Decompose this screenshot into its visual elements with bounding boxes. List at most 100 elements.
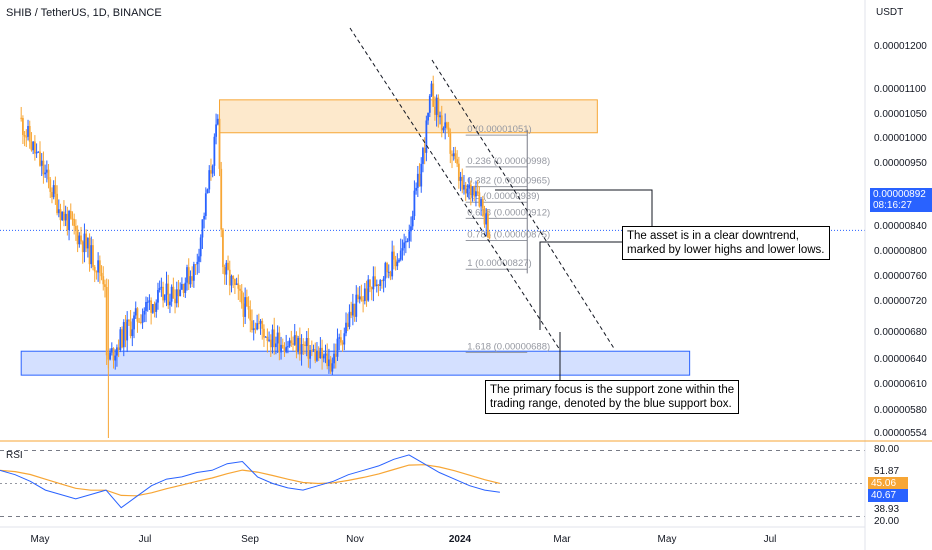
rsi-tick-label: 20.00	[874, 516, 899, 527]
candle-body	[206, 189, 209, 194]
candle-body	[427, 112, 429, 121]
candle-body	[109, 352, 111, 360]
candle-body	[476, 191, 479, 193]
candle-body	[281, 344, 284, 349]
candle-body	[341, 342, 344, 345]
candle-body	[117, 347, 120, 350]
chart-title: SHIB / TetherUS, 1D, BINANCE	[6, 7, 162, 19]
candle-body	[95, 271, 98, 273]
candle-body	[331, 363, 334, 372]
candle-body	[102, 276, 105, 285]
candle-body	[204, 193, 207, 216]
candle-body	[81, 241, 84, 253]
fib-level-label: 0.5 (0.00000939)	[467, 191, 539, 202]
candle-body	[40, 160, 43, 166]
candle-body	[42, 160, 45, 175]
fib-level-label: 0.618 (0.00000912)	[467, 207, 550, 218]
candle-body	[480, 199, 482, 207]
y-tick-label: 0.00001200	[874, 41, 927, 52]
candle-body	[192, 264, 195, 281]
candle-body	[307, 338, 310, 359]
candle-body	[379, 280, 382, 286]
candle-body	[136, 308, 139, 322]
candle-body	[245, 297, 248, 307]
downtrend-callout-line-2: marked by lower highs and lower lows.	[627, 244, 825, 256]
candle-body	[461, 176, 464, 190]
candle-body	[252, 328, 255, 331]
candle-body	[239, 288, 241, 291]
candle-body	[396, 261, 399, 267]
candle-body	[350, 311, 353, 316]
candle-body	[112, 348, 115, 361]
candle-body	[232, 275, 235, 280]
x-tick-label: May	[658, 534, 677, 545]
candle-body	[321, 347, 323, 359]
y-tick-label: 0.00000840	[874, 221, 927, 232]
candle-body	[131, 329, 134, 337]
y-tick-label: 0.00000950	[874, 158, 927, 169]
candle-body	[297, 337, 300, 353]
candle-body	[406, 240, 409, 242]
downtrend-connector-2	[539, 241, 622, 330]
candle-body	[369, 279, 371, 288]
x-tick-label: Nov	[346, 534, 364, 545]
candle-body	[357, 294, 359, 300]
candle-body	[198, 256, 200, 262]
candle-body	[139, 321, 142, 323]
candle-body	[362, 300, 365, 302]
candle-body	[223, 267, 226, 275]
candle-body	[343, 333, 346, 345]
candle-body	[52, 185, 55, 198]
x-tick-label: May	[31, 534, 50, 545]
candle-body	[478, 192, 481, 207]
candle-body	[382, 278, 385, 282]
candle-body	[404, 241, 407, 243]
candle-body	[141, 314, 144, 323]
candle-body	[177, 289, 180, 297]
candle-body	[222, 229, 224, 268]
candle-body	[275, 343, 277, 348]
candle-body	[75, 226, 77, 230]
countdown-timer: 08:16:27	[873, 200, 912, 211]
candle-body	[145, 302, 147, 311]
candle-body	[278, 332, 281, 353]
candle-body	[271, 329, 274, 348]
candle-body	[134, 308, 137, 316]
candle-body	[211, 165, 214, 174]
candle-body	[298, 337, 301, 355]
candle-body	[201, 219, 204, 238]
candle-body	[146, 301, 149, 303]
candle-body	[116, 347, 118, 356]
candle-body	[151, 304, 154, 313]
candle-body	[251, 320, 253, 331]
candle-body	[242, 303, 245, 317]
candle-body	[97, 260, 100, 273]
y-tick-label: 0.00000640	[874, 354, 927, 365]
candle-body	[256, 323, 259, 330]
candle-body	[61, 211, 64, 221]
candle-body	[64, 213, 67, 221]
candle-body	[389, 271, 392, 277]
candle-body	[220, 168, 223, 230]
candle-body	[293, 335, 296, 345]
candle-body	[326, 353, 329, 367]
candle-body	[264, 336, 267, 338]
candle-body	[445, 122, 448, 128]
candle-body	[133, 315, 135, 330]
fibonacci-layer: 0 (0.00001051)0.236 (0.00000998)0.382 (0…	[465, 124, 550, 353]
candle-body	[44, 172, 47, 175]
candle-body	[175, 289, 178, 304]
x-tick-label: Jul	[139, 534, 152, 545]
candle-body	[33, 141, 36, 154]
candle-body	[353, 303, 356, 317]
candle-body	[488, 236, 491, 238]
candle-body	[434, 106, 436, 115]
resistance-zone	[219, 99, 598, 134]
candle-body	[358, 296, 361, 300]
candle-body	[189, 276, 192, 285]
fib-level-label: 0 (0.00001051)	[467, 124, 531, 135]
candle-body	[420, 163, 423, 187]
candle-body	[375, 284, 378, 287]
